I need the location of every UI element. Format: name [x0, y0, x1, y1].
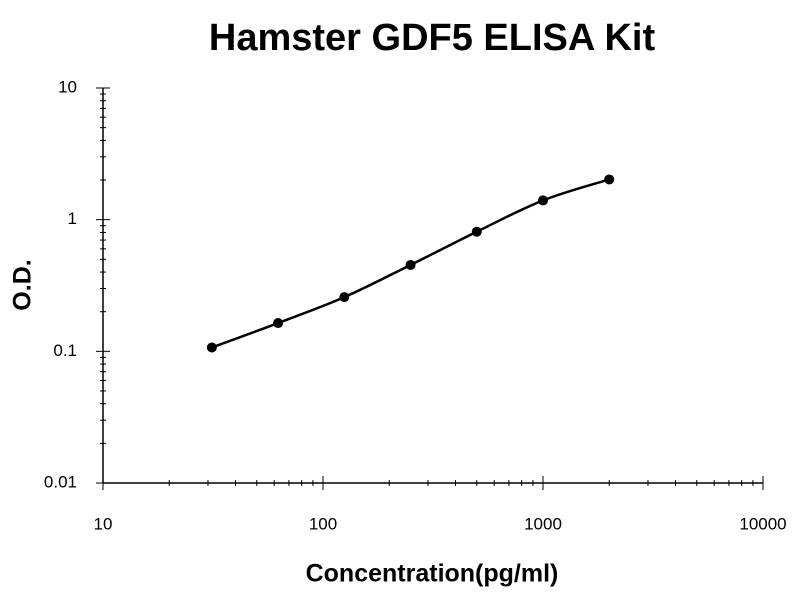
x-tick-label: 1000 — [524, 514, 562, 533]
y-tick-label: 0.1 — [53, 341, 77, 360]
point — [339, 292, 350, 303]
point — [471, 226, 482, 237]
y-tick-label: 1 — [68, 209, 77, 228]
point — [273, 318, 284, 329]
x-tick-label: 10000 — [739, 514, 786, 533]
y-axis-label: O.D. — [9, 259, 37, 310]
point — [538, 195, 548, 206]
point — [604, 174, 615, 185]
chart-title: Hamster GDF5 ELISA Kit — [209, 17, 656, 59]
y-tick-label: 0.01 — [44, 472, 77, 491]
x-axis-label: Concentration(pg/ml) — [306, 560, 559, 588]
point — [405, 259, 416, 270]
x-tick-label: 100 — [309, 514, 337, 533]
y-tick-label: 10 — [58, 77, 77, 96]
x-tick-label: 10 — [94, 514, 113, 533]
point — [206, 342, 217, 353]
